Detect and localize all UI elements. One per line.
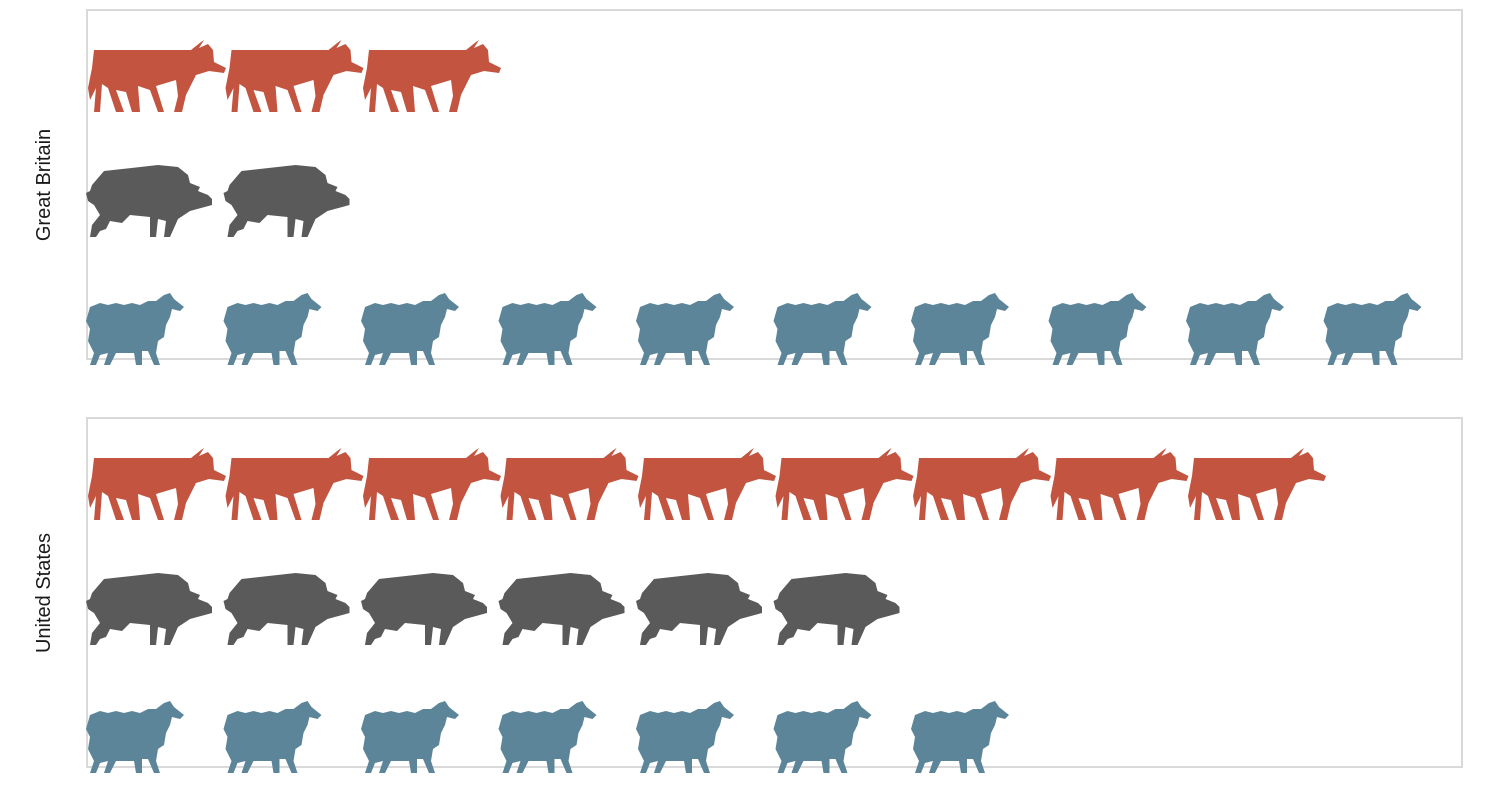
panel-united-states: United States [33, 417, 1463, 773]
facet-label-great-britain: Great Britain [33, 129, 55, 241]
panel-great-britain: Great Britain [33, 9, 1463, 365]
facet-label-united-states: United States [33, 533, 55, 653]
